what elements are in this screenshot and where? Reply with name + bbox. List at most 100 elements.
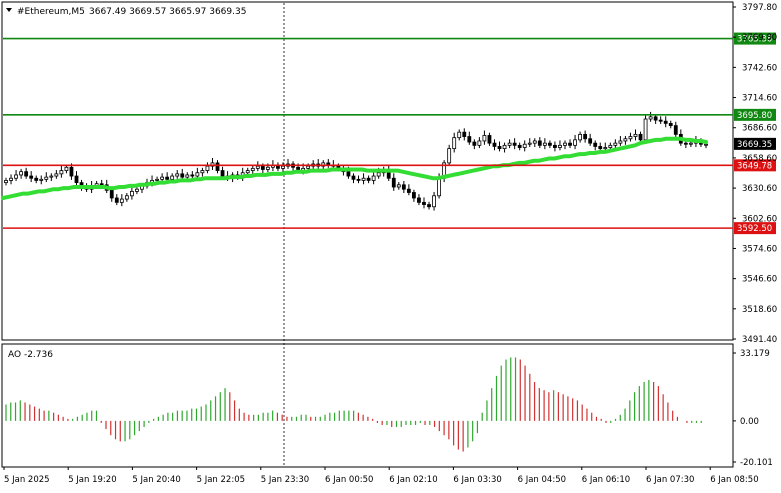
x-tick-label: 5 Jan 22:05 xyxy=(197,475,245,485)
candle-body xyxy=(44,176,49,180)
candle-body xyxy=(658,119,663,122)
candle xyxy=(281,162,285,173)
candle-body xyxy=(472,141,477,146)
candle-body xyxy=(306,165,311,169)
candle-body xyxy=(683,142,688,145)
candle xyxy=(638,131,643,143)
candle-body xyxy=(205,165,210,171)
candle-body xyxy=(482,135,487,142)
candle-body xyxy=(603,147,608,150)
candle-body xyxy=(215,162,220,171)
candle-body xyxy=(361,177,366,181)
x-tick-label: 6 Jan 04:50 xyxy=(518,475,566,485)
candle xyxy=(492,139,497,151)
candle-body xyxy=(613,142,618,146)
candle xyxy=(195,167,200,179)
candle-body xyxy=(165,176,170,180)
candle xyxy=(512,138,517,150)
y-tick-label: 3658.60 xyxy=(742,154,777,164)
candle xyxy=(39,175,44,185)
candle-body xyxy=(623,138,628,142)
candle-body xyxy=(704,143,708,146)
candle-body xyxy=(512,142,517,146)
candle-body xyxy=(457,131,462,139)
candle xyxy=(114,194,119,206)
candle-body xyxy=(417,197,421,203)
candle-body xyxy=(99,183,104,186)
x-tick-label: 6 Jan 00:50 xyxy=(325,475,373,485)
candle xyxy=(49,173,54,181)
y-tick-label: 3518.60 xyxy=(742,305,777,315)
candle-body xyxy=(507,142,512,146)
candle-body xyxy=(49,175,54,178)
candle xyxy=(563,140,567,150)
candle xyxy=(422,197,426,209)
x-tick-label: 5 Jan 23:30 xyxy=(261,475,309,485)
candle-body xyxy=(250,167,255,171)
candle-body xyxy=(553,144,557,148)
candle xyxy=(648,111,653,122)
candle xyxy=(628,132,633,142)
candle-body xyxy=(39,178,44,181)
candle xyxy=(401,180,406,194)
candle xyxy=(477,137,482,149)
candle xyxy=(537,137,542,149)
collapse-triangle-icon[interactable] xyxy=(6,8,12,12)
candle-body xyxy=(406,188,411,193)
candle-body xyxy=(185,174,190,178)
candle-body xyxy=(190,174,195,177)
x-tick-label: 5 Jan 2025 xyxy=(4,475,50,485)
candle-body xyxy=(401,184,406,190)
ao-tick-label: 33.179 xyxy=(740,349,770,359)
candle-body xyxy=(467,136,472,143)
candle xyxy=(517,142,522,151)
candle-body xyxy=(573,139,577,146)
x-tick-label: 6 Jan 02:10 xyxy=(389,475,437,485)
candle xyxy=(59,165,64,178)
candle-body xyxy=(114,197,119,203)
ao-panel-frame xyxy=(1,343,734,468)
candle xyxy=(568,139,572,149)
ao-label: AO -2.736 xyxy=(8,350,53,360)
candle-body xyxy=(281,165,285,169)
candle xyxy=(653,114,658,124)
resistance-level-tag xyxy=(734,32,776,45)
candle xyxy=(633,129,638,141)
candle-body xyxy=(54,173,59,177)
candle xyxy=(668,120,673,129)
y-tick-label: 3686.60 xyxy=(742,124,777,134)
candle xyxy=(573,134,577,150)
candle-body xyxy=(412,192,416,199)
ao-histogram-layer xyxy=(5,357,702,452)
candle-body xyxy=(517,144,522,148)
candle xyxy=(361,173,366,185)
resistance-level-label: 3765.36 xyxy=(737,35,772,45)
x-tick-label: 5 Jan 19:20 xyxy=(68,475,116,485)
candle-body xyxy=(356,178,361,181)
candle-body xyxy=(497,146,502,150)
candle xyxy=(54,170,59,179)
candle-body xyxy=(195,172,200,177)
candle xyxy=(29,171,34,183)
candle-body xyxy=(255,165,260,169)
candle xyxy=(663,116,668,128)
candle-body xyxy=(527,142,532,145)
candle xyxy=(542,138,547,150)
candle-body xyxy=(64,166,69,171)
candle-body xyxy=(4,180,8,184)
candle xyxy=(4,177,8,186)
candle xyxy=(623,136,628,145)
y-tick-label: 3797.80 xyxy=(742,3,777,13)
candle xyxy=(588,133,593,146)
candle xyxy=(205,162,210,174)
candle-body xyxy=(578,133,583,141)
candle-body xyxy=(492,142,497,147)
candle-body xyxy=(19,171,24,176)
candle-body xyxy=(160,176,165,180)
candle-body xyxy=(608,144,613,148)
candle-body xyxy=(558,144,562,148)
candle-body xyxy=(487,135,492,144)
current-price-label: 3669.35 xyxy=(737,140,772,150)
